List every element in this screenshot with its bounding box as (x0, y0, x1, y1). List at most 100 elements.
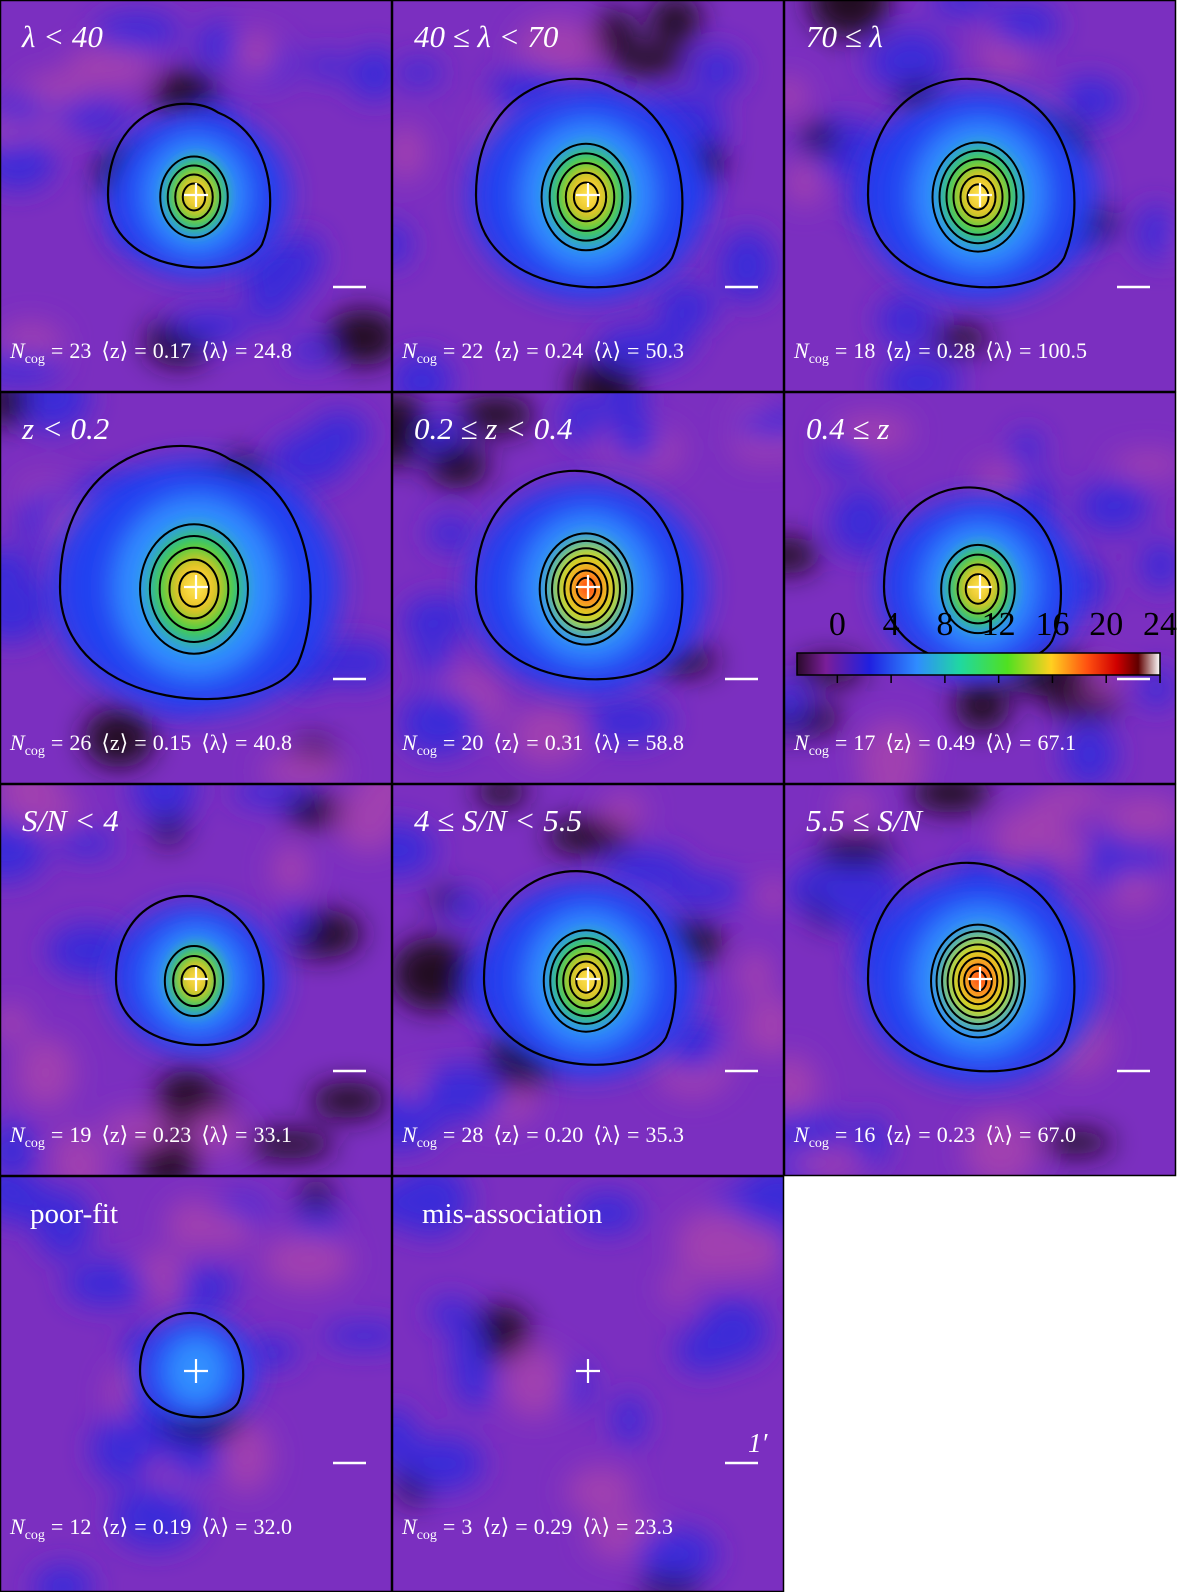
blob (742, 996, 784, 1057)
panel-frame (391, 0, 785, 393)
blob (816, 837, 894, 865)
stat-part: = (51, 1514, 63, 1539)
blob (635, 1528, 718, 1581)
stat-part: 67.0 (1037, 1122, 1076, 1147)
blob (648, 0, 702, 44)
blob (99, 1110, 175, 1148)
blob (1110, 451, 1176, 478)
contour (866, 77, 1076, 289)
panel-frame (0, 391, 393, 785)
contour (946, 943, 1010, 1019)
stat-part: N (9, 1122, 26, 1147)
contour (966, 183, 990, 211)
contour (964, 573, 992, 605)
center-cross (576, 1359, 600, 1383)
blob (347, 48, 392, 100)
contour (945, 158, 1011, 236)
panel-stats: Ncog = 17 ⟨z⟩ = 0.49 ⟨λ⟩ = 67.1 (793, 730, 1076, 759)
blob (974, 462, 1020, 506)
colorbar (796, 652, 1161, 676)
center-cross (968, 575, 992, 599)
blob (801, 122, 837, 154)
stat-part: = (918, 338, 930, 363)
contour (542, 929, 630, 1033)
blob (394, 60, 443, 86)
panel-frame (391, 783, 785, 1177)
contour (956, 563, 1000, 615)
contour (139, 523, 249, 655)
blob (594, 9, 635, 58)
stat-part: = (918, 730, 930, 755)
stat-part: 33.1 (253, 1122, 292, 1147)
blob (392, 937, 475, 1011)
blob (888, 29, 938, 59)
panel-frame (0, 783, 393, 1177)
blob (963, 1113, 1039, 1176)
contour (174, 173, 214, 221)
blob (835, 790, 878, 823)
stat-part: 26 (69, 730, 91, 755)
blob (0, 583, 48, 643)
stat-part: 67.1 (1037, 730, 1076, 755)
stat-part: cog (417, 744, 437, 759)
stat-part: = (526, 338, 538, 363)
contour (563, 562, 609, 616)
blob (546, 818, 631, 855)
contour (968, 970, 988, 992)
contour (931, 141, 1025, 253)
contour (158, 546, 230, 632)
stat-part: 50.3 (645, 338, 684, 363)
stat-part: ⟨z⟩ (885, 730, 912, 755)
blob (784, 1112, 852, 1145)
stat-part: = (526, 730, 538, 755)
blob (94, 13, 181, 50)
panel-stats: Ncog = 19 ⟨z⟩ = 0.23 ⟨λ⟩ = 33.1 (9, 1122, 292, 1151)
blob (449, 890, 484, 924)
blob (220, 1420, 273, 1493)
contour (940, 543, 1016, 635)
panel-frame (391, 391, 785, 785)
map (392, 784, 784, 1176)
blob (392, 353, 454, 392)
panel-stats: Ncog = 22 ⟨z⟩ = 0.24 ⟨λ⟩ = 50.3 (401, 338, 684, 367)
contour (178, 570, 210, 608)
stat-part: = (443, 730, 455, 755)
blob (111, 1484, 201, 1549)
blob (392, 1407, 417, 1471)
blob (736, 950, 774, 998)
map (0, 1176, 392, 1592)
colorbar-tick-label: 20 (1089, 606, 1123, 643)
blob (177, 1267, 238, 1306)
panel-title: S/N < 4 (22, 803, 119, 838)
blob (33, 1565, 93, 1592)
stat-part: 0.31 (545, 730, 584, 755)
blob (1140, 541, 1176, 590)
blob (880, 355, 960, 392)
blob (392, 393, 429, 466)
map (784, 0, 1176, 392)
blob (991, 3, 1060, 46)
stat-part: ⟨z⟩ (885, 338, 912, 363)
center-cross (184, 967, 208, 991)
stat-part: cog (417, 1136, 437, 1151)
contour (166, 164, 222, 230)
stat-part: = (627, 730, 639, 755)
stat-part: 32.0 (253, 1514, 292, 1539)
stat-part: 23.3 (634, 1514, 673, 1539)
blob (314, 640, 392, 686)
blob (246, 1130, 334, 1159)
contour (551, 547, 621, 631)
blob (784, 76, 808, 117)
contour (168, 558, 220, 620)
blob (1040, 1130, 1113, 1156)
panel-stats: Ncog = 26 ⟨z⟩ = 0.15 ⟨λ⟩ = 40.8 (9, 730, 292, 759)
stat-part: N (9, 338, 26, 363)
blob (1056, 77, 1124, 123)
center-cross (576, 967, 600, 991)
blob (358, 784, 392, 826)
contour (114, 895, 265, 1047)
contour (138, 1311, 245, 1419)
